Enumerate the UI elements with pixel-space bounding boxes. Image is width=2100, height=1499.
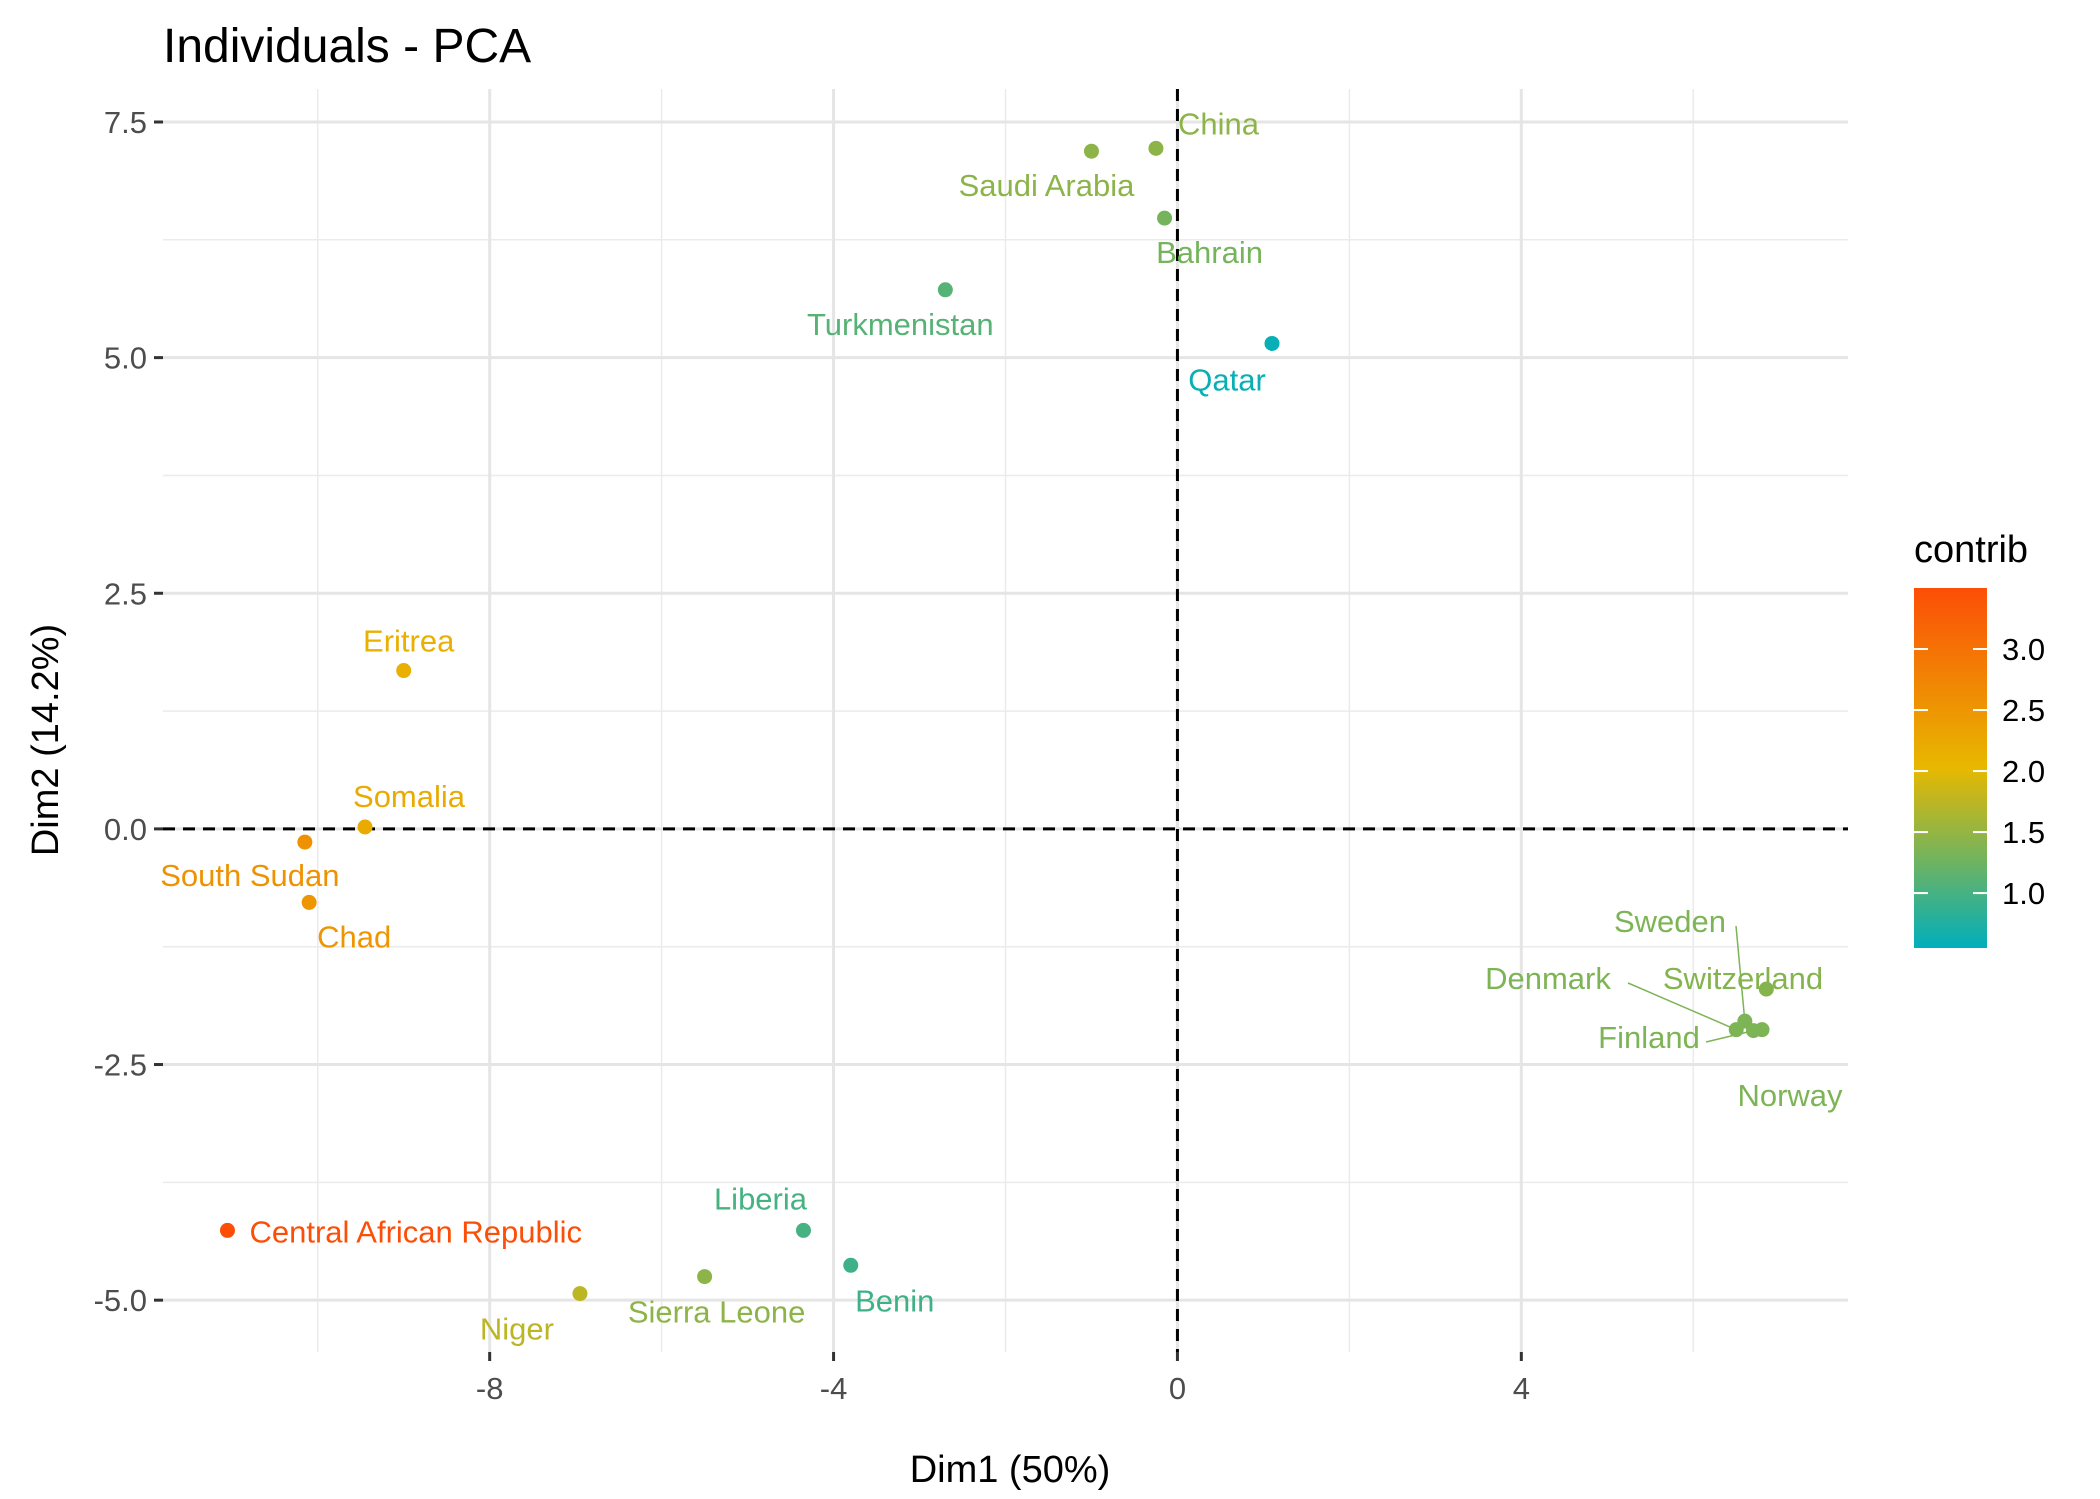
legend-tick-label: 2.0	[2002, 754, 2045, 789]
point-benin	[843, 1257, 859, 1273]
y-axis-label: Dim2 (14.2%)	[25, 624, 67, 856]
label-central-african-republic: Central African Republic	[249, 1214, 582, 1249]
y-tick-label: 5.0	[104, 341, 147, 376]
legend-tick-label: 1.5	[2002, 815, 2045, 850]
label-niger: Niger	[480, 1312, 554, 1347]
y-tick-label: -2.5	[94, 1048, 147, 1083]
x-tick-label: 0	[1169, 1371, 1186, 1406]
y-tick-label: -5.0	[94, 1283, 147, 1318]
label-south-sudan: South Sudan	[160, 858, 339, 893]
y-tick-label: 0.0	[104, 812, 147, 847]
label-somalia: Somalia	[353, 779, 466, 814]
label-qatar: Qatar	[1188, 362, 1266, 397]
legend-tick-label: 1.0	[2002, 876, 2045, 911]
point-niger	[572, 1286, 588, 1302]
label-finland: Finland	[1598, 1020, 1700, 1055]
label-denmark: Denmark	[1485, 961, 1611, 996]
leader-sweden	[1735, 925, 1746, 1022]
legend: contrib 1.0 1.5 2.0 2.5 3.0	[1914, 529, 2045, 948]
label-bahrain: Bahrain	[1156, 235, 1263, 270]
point-saudi-arabia	[1083, 143, 1099, 159]
label-benin: Benin	[855, 1283, 934, 1318]
axis-ticks: -8 -4 0 4 -5.0 -2.5 0.0 2.5 5.0 7.5	[94, 105, 1530, 1406]
legend-colorbar	[1914, 588, 1987, 948]
chart-title: Individuals - PCA	[163, 20, 531, 73]
label-switzerland: Switzerland	[1663, 961, 1823, 996]
x-tick-label: -8	[476, 1371, 504, 1406]
label-eritrea: Eritrea	[363, 624, 455, 659]
leader-finland	[1705, 1029, 1754, 1043]
label-leader-lines	[1627, 925, 1754, 1043]
point-switzerland	[1758, 981, 1774, 997]
legend-ticks: 1.0 1.5 2.0 2.5 3.0	[1914, 632, 2045, 911]
grid-minor	[163, 89, 1848, 1352]
label-norway: Norway	[1737, 1078, 1843, 1113]
label-sweden: Sweden	[1614, 904, 1726, 939]
point-bahrain	[1157, 210, 1173, 226]
point-central-african-republic	[219, 1222, 235, 1238]
leader-denmark	[1627, 982, 1737, 1031]
legend-tick-label: 3.0	[2002, 632, 2045, 667]
label-liberia: Liberia	[714, 1181, 808, 1216]
point-chad	[301, 894, 317, 910]
data-points	[219, 140, 1774, 1302]
label-saudi-arabia: Saudi Arabia	[959, 168, 1136, 203]
y-tick-label: 7.5	[104, 105, 147, 140]
point-somalia	[357, 819, 373, 835]
label-china: China	[1178, 106, 1260, 141]
point-china	[1148, 140, 1164, 156]
point-liberia	[795, 1222, 811, 1238]
point-sierra-leone	[697, 1269, 713, 1285]
point-south-sudan	[297, 834, 313, 850]
y-tick-label: 2.5	[104, 576, 147, 611]
label-chad: Chad	[317, 919, 391, 954]
point-labels: China Saudi Arabia Bahrain Turkmenistan Qata…	[160, 106, 1843, 1346]
x-axis-label: Dim1 (50%)	[910, 1449, 1111, 1491]
label-sierra-leone: Sierra Leone	[628, 1295, 806, 1330]
point-norway	[1754, 1022, 1770, 1038]
point-turkmenistan	[937, 282, 953, 298]
point-denmark	[1728, 1022, 1744, 1038]
legend-tick-label: 2.5	[2002, 693, 2045, 728]
x-tick-label: 4	[1513, 1371, 1530, 1406]
legend-title: contrib	[1914, 529, 2028, 571]
x-tick-label: -4	[820, 1371, 848, 1406]
reference-lines	[163, 89, 1848, 1352]
label-turkmenistan: Turkmenistan	[807, 307, 994, 342]
point-eritrea	[396, 663, 412, 679]
point-qatar	[1264, 335, 1280, 351]
